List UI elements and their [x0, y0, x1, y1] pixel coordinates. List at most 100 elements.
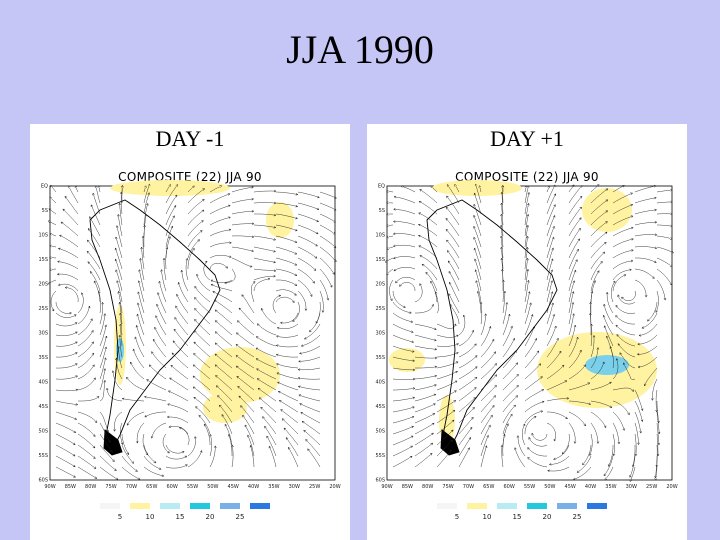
streamline	[276, 363, 299, 369]
streamline-arrow	[571, 184, 575, 188]
streamline	[656, 246, 672, 253]
latitude-tick-label: 20S	[375, 282, 385, 288]
streamline	[502, 350, 517, 369]
streamline	[319, 257, 335, 275]
streamline	[634, 279, 647, 298]
streamline-arrow	[174, 194, 178, 198]
streamline-arrow	[193, 353, 196, 356]
streamline-arrow	[449, 281, 452, 285]
streamline-arrow	[608, 464, 611, 467]
streamline	[479, 187, 482, 193]
streamline-arrow	[116, 225, 119, 228]
streamline	[87, 239, 101, 259]
streamline-arrow	[138, 268, 141, 272]
streamline	[432, 187, 438, 193]
streamline-arrow	[121, 397, 125, 401]
streamline	[546, 247, 554, 270]
longitude-tick-label: 50W	[207, 484, 218, 490]
streamline	[448, 271, 460, 292]
streamline-arrow	[526, 268, 530, 272]
streamline-arrow	[622, 428, 626, 431]
streamline	[275, 202, 298, 207]
streamline-arrow	[194, 297, 197, 300]
streamline-arrow	[616, 334, 619, 337]
streamline	[480, 445, 487, 468]
streamline-arrow	[454, 183, 457, 187]
streamline-arrow	[108, 440, 111, 443]
streamline-arrow	[137, 280, 141, 283]
streamline-arrow	[529, 302, 532, 305]
streamline	[634, 422, 639, 445]
streamline-arrow	[410, 445, 414, 449]
streamline-arrow	[600, 261, 603, 264]
streamline-arrow	[146, 379, 149, 382]
latitude-tick-label: 40S	[375, 380, 385, 386]
streamline-arrow	[583, 364, 586, 368]
streamline-arrow	[609, 381, 612, 385]
streamline	[590, 251, 605, 270]
streamline-arrow	[201, 220, 204, 223]
streamline-arrow	[256, 378, 260, 381]
streamline	[629, 455, 636, 478]
streamline	[612, 400, 630, 415]
streamline	[165, 444, 185, 454]
streamline	[298, 367, 321, 371]
streamline	[524, 314, 533, 336]
streamline	[524, 203, 529, 226]
streamline	[568, 313, 575, 336]
streamline	[436, 334, 459, 338]
streamline	[392, 426, 414, 435]
streamline-arrow	[115, 269, 118, 273]
streamline-arrow	[150, 436, 154, 439]
streamline	[209, 445, 216, 468]
streamline	[546, 325, 557, 347]
streamline	[187, 209, 205, 226]
streamline-arrow	[89, 216, 92, 219]
streamline-arrow	[184, 455, 188, 459]
streamline-arrow	[93, 456, 96, 459]
streamline-arrow	[490, 414, 493, 418]
streamline	[165, 186, 177, 204]
streamline-arrow	[476, 290, 480, 294]
streamline	[237, 386, 255, 402]
streamline	[480, 424, 491, 446]
streamline	[118, 346, 123, 369]
streamline	[187, 230, 203, 248]
streamline	[395, 276, 416, 284]
streamline	[590, 400, 613, 408]
streamline	[568, 382, 590, 391]
streamline	[392, 406, 415, 413]
streamline	[392, 356, 415, 362]
streamline-arrow	[434, 374, 438, 378]
streamline	[231, 445, 234, 468]
streamline	[480, 405, 495, 424]
streamline	[501, 202, 504, 226]
streamline	[637, 345, 658, 355]
streamline-arrow	[615, 315, 618, 318]
streamline	[527, 457, 548, 468]
streamline-arrow	[609, 345, 613, 349]
streamline	[259, 397, 277, 413]
streamline	[309, 312, 321, 332]
streamline-arrow	[603, 425, 607, 429]
streamline-arrow	[81, 292, 84, 295]
streamline-arrow	[602, 361, 605, 365]
streamline	[634, 186, 654, 193]
streamline	[414, 432, 434, 446]
streamline	[502, 338, 515, 358]
streamline	[458, 397, 476, 413]
longitude-tick-label: 85W	[402, 484, 413, 490]
streamline-arrow	[527, 447, 530, 450]
streamline	[297, 235, 318, 247]
streamline-arrow	[547, 185, 551, 189]
streamline	[50, 290, 57, 312]
streamline-arrow	[456, 352, 459, 355]
latitude-tick-label: EQ	[378, 184, 385, 190]
streamline	[524, 326, 535, 347]
streamline	[448, 293, 460, 314]
latitude-tick-label: 45S	[38, 404, 48, 410]
streamline-arrow	[273, 226, 277, 229]
streamline-arrow	[251, 249, 255, 253]
streamline	[268, 446, 277, 468]
streamline	[165, 247, 168, 270]
